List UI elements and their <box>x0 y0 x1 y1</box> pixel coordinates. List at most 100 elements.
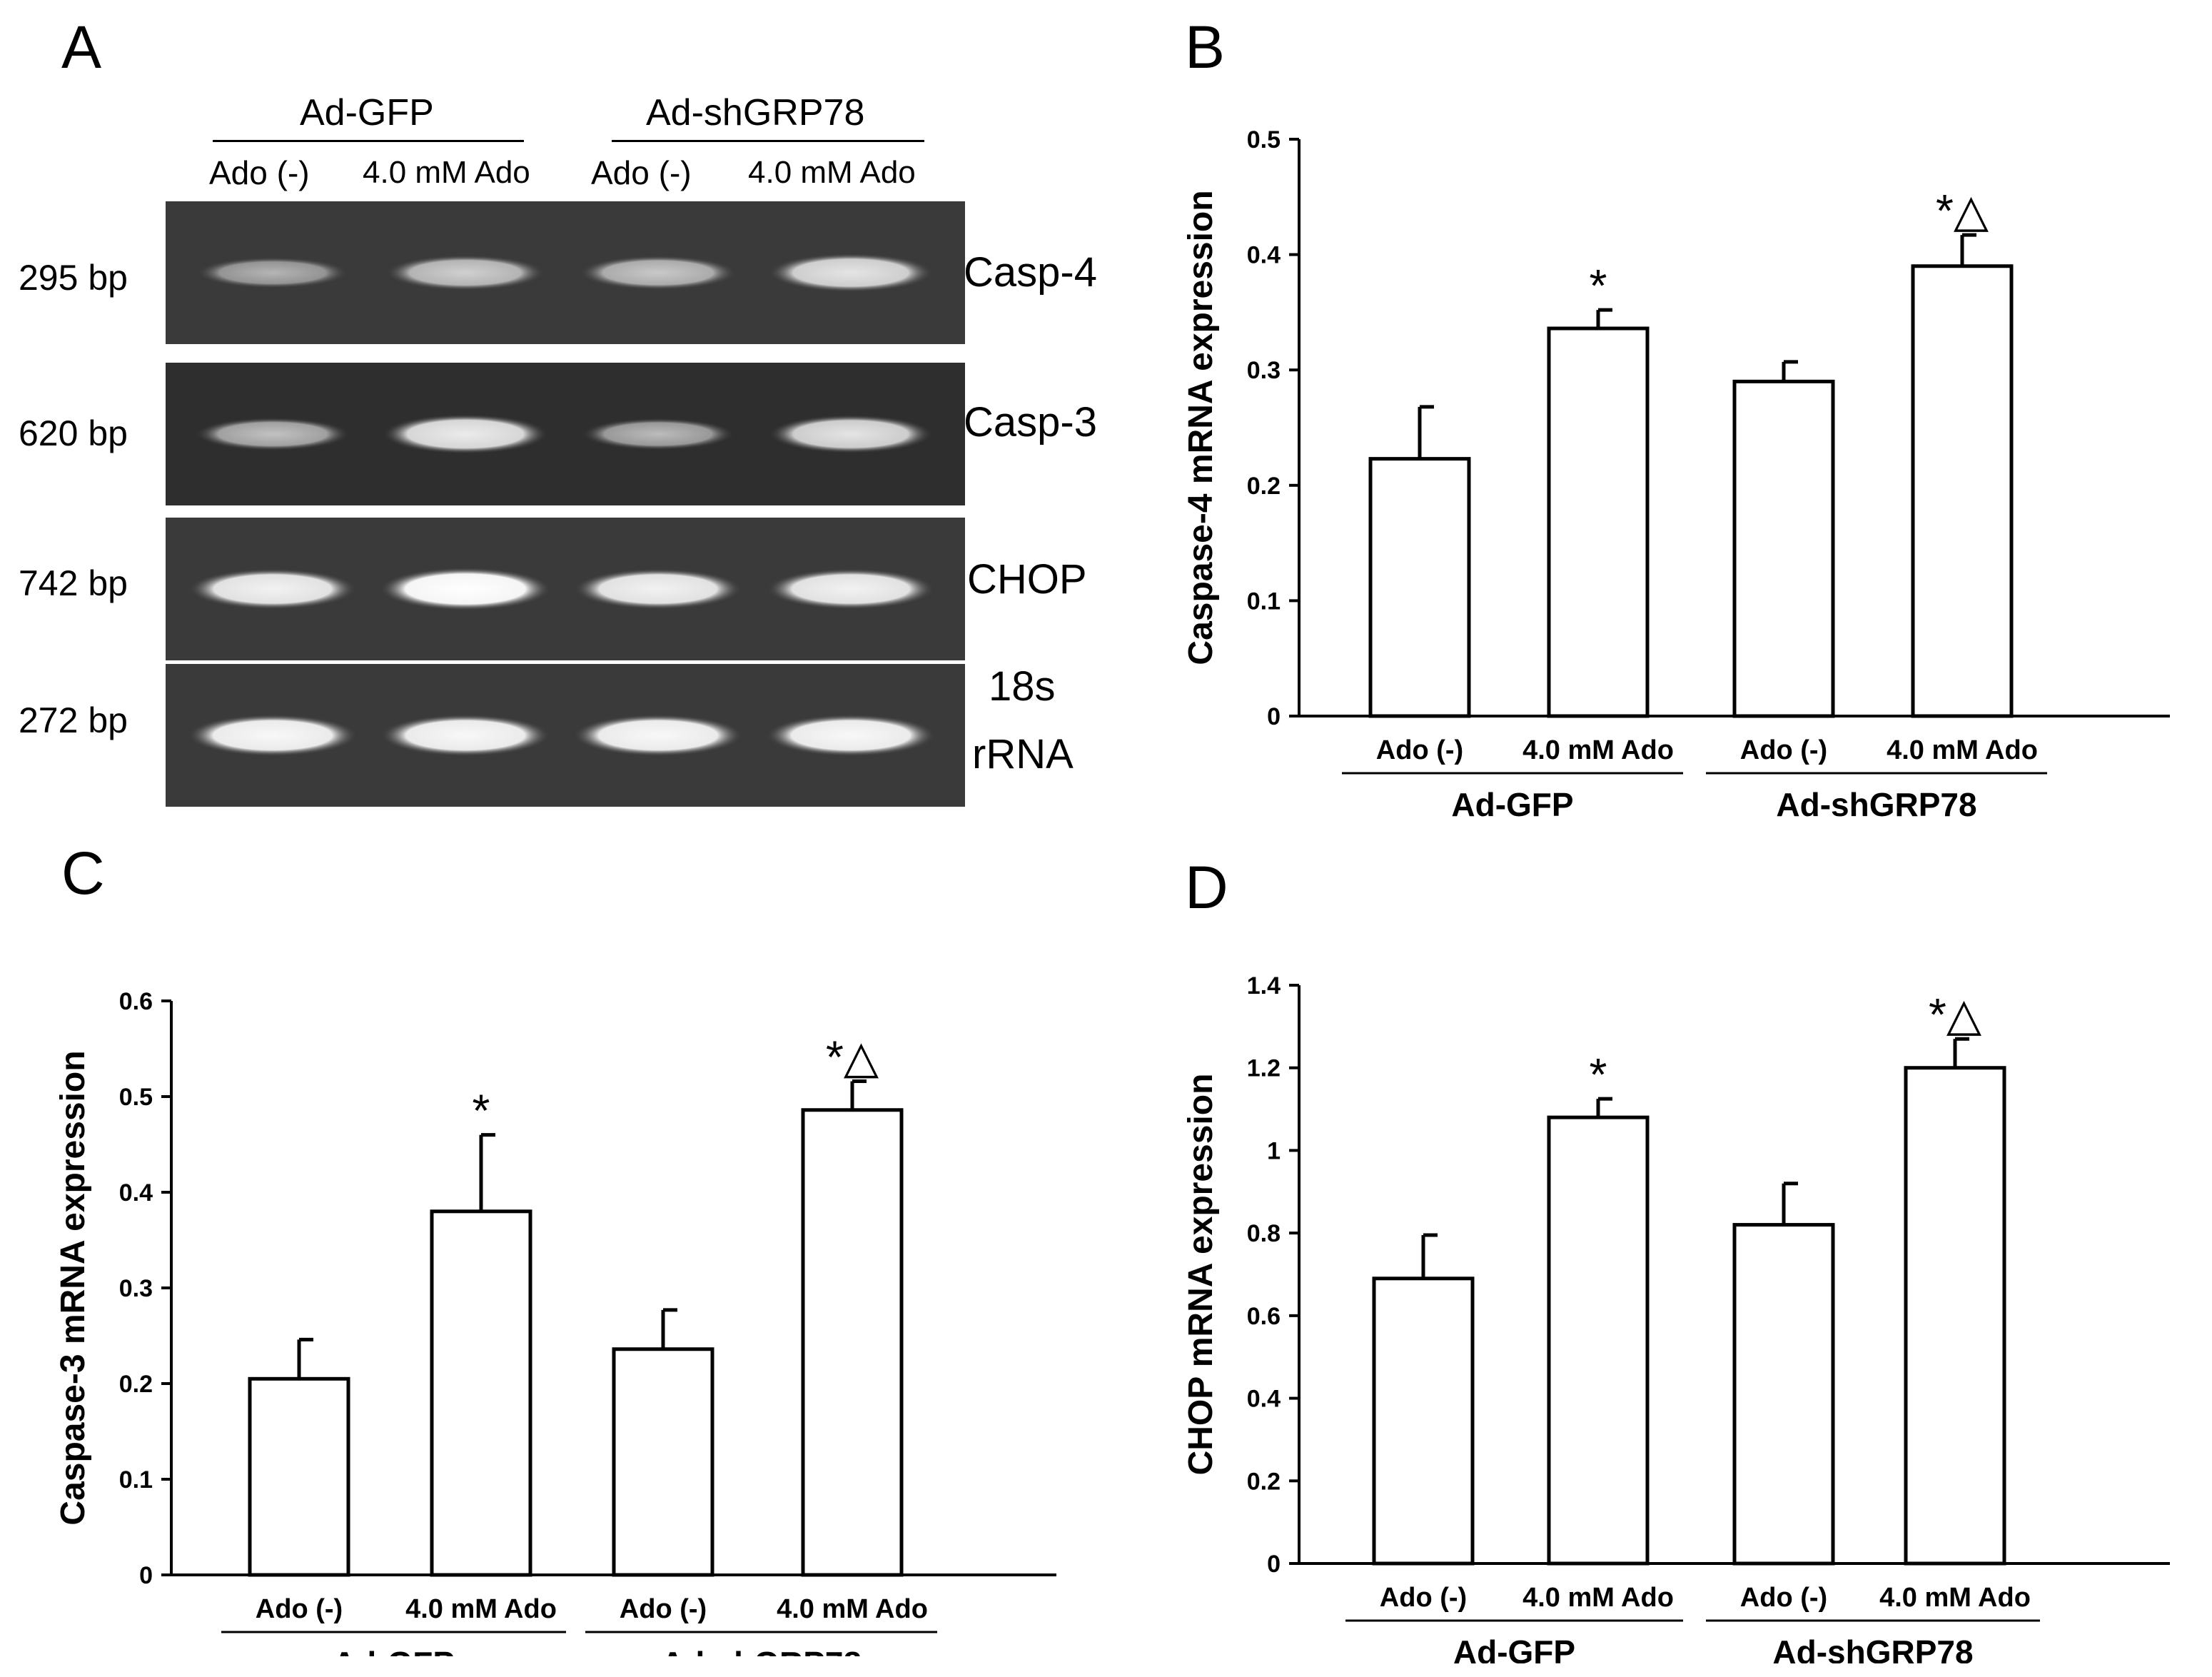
gel-band-lane-2 <box>385 255 545 291</box>
bar <box>1904 1066 2006 1566</box>
bar <box>1732 1223 1835 1566</box>
gel-lane-label-3: Ado (-) <box>591 154 692 191</box>
bar <box>1547 1115 1650 1566</box>
gel-bp-casp-3: 620 bp <box>19 413 128 453</box>
significance-label: *△ <box>1929 989 1982 1040</box>
gel-band-lane-2 <box>382 414 549 454</box>
gel-name-18s: 18s <box>989 663 1056 710</box>
y-tick-label: 0.2 <box>119 1371 153 1398</box>
x-category-label: Ado (-) <box>1376 735 1463 765</box>
bar <box>1547 326 1650 718</box>
bar <box>1732 379 1835 718</box>
x-category-label: 4.0 mM Ado <box>1879 1583 2031 1613</box>
significance-label: *△ <box>826 1032 879 1083</box>
y-tick-label: 0.5 <box>119 1084 153 1111</box>
y-tick-label: 0.4 <box>119 1179 153 1207</box>
bar <box>248 1376 350 1577</box>
gel-name-casp-4: Casp-4 <box>964 249 1097 296</box>
bar <box>801 1108 904 1577</box>
y-tick-label: 0.3 <box>1247 357 1281 384</box>
gel-group-underline-ad-gfp <box>213 140 524 142</box>
y-tick-label: 0.5 <box>1247 126 1281 153</box>
y-tick-label: 1 <box>1267 1137 1281 1164</box>
x-group-label: Ad-shGRP78 <box>1772 1633 1973 1663</box>
x-category-label: 4.0 mM Ado <box>1522 735 1674 765</box>
y-tick-label: 0.6 <box>119 988 153 1015</box>
gel-strip-chop <box>166 518 965 660</box>
y-tick-label: 1.2 <box>1247 1055 1281 1082</box>
bar <box>1372 1276 1475 1566</box>
x-group-label: Ad-GFP <box>333 1645 455 1656</box>
y-tick-label: 1.4 <box>1247 972 1281 999</box>
y-tick-label: 0.3 <box>119 1275 153 1302</box>
x-group-label: Ad-shGRP78 <box>1776 786 1976 823</box>
bar <box>1911 264 2014 718</box>
bar <box>1368 457 1471 718</box>
gel-group-ad-gfp: Ad-GFP <box>300 92 434 134</box>
significance-label: * <box>1590 260 1607 311</box>
significance-label: * <box>473 1085 490 1137</box>
gel-band-lane-4 <box>766 714 936 757</box>
gel-band-lane-1 <box>188 568 357 610</box>
y-tick-label: 0 <box>1267 703 1281 730</box>
gel-group-underline-ad-shgrp78 <box>612 140 924 142</box>
gel-name-casp-3: Casp-3 <box>964 399 1097 445</box>
x-category-label: 4.0 mM Ado <box>1887 735 2038 765</box>
gel-strip-casp-3 <box>166 363 965 505</box>
gel-band-lane-4 <box>767 568 935 610</box>
y-tick-label: 0.1 <box>119 1466 153 1494</box>
gel-band-lane-2 <box>380 568 551 610</box>
gel-name-rrna: rRNA <box>972 731 1074 777</box>
y-tick-label: 0.1 <box>1247 588 1281 615</box>
x-category-label: 4.0 mM Ado <box>1522 1583 1674 1613</box>
gel-strip-casp-4 <box>166 201 965 344</box>
x-group-label: Ad-shGRP78 <box>661 1645 862 1656</box>
bar <box>430 1209 532 1577</box>
x-category-label: 4.0 mM Ado <box>405 1594 557 1624</box>
gel-band-lane-3 <box>580 256 737 290</box>
y-tick-label: 0.6 <box>1247 1303 1281 1330</box>
y-tick-label: 0 <box>139 1562 153 1589</box>
gel-strip-18s-rrna <box>166 664 965 807</box>
y-tick-label: 0.4 <box>1247 242 1281 269</box>
x-category-label: Ado (-) <box>1740 1583 1827 1613</box>
gel-band-lane-3 <box>573 714 743 757</box>
x-category-label: Ado (-) <box>620 1594 707 1624</box>
x-category-label: Ado (-) <box>256 1594 343 1624</box>
bar <box>612 1347 714 1577</box>
y-axis-label: Caspase-3 mRNA expression <box>54 1050 92 1525</box>
y-tick-label: 0.4 <box>1247 1386 1281 1413</box>
chart-c-caspase-3: Caspase-3 mRNA expression 0 0.1 0.2 0.3 0.4 0.… <box>54 988 1056 1656</box>
gel-lane-label-4: 4.0 mM Ado <box>748 155 916 190</box>
y-tick-label: 0 <box>1267 1551 1281 1578</box>
gel-lane-label-1: Ado (-) <box>209 154 310 191</box>
gel-name-chop: CHOP <box>967 556 1087 603</box>
gel-band-lane-4 <box>769 415 933 453</box>
gel-band-lane-1 <box>196 257 349 288</box>
gel-band-lane-1 <box>195 417 350 451</box>
x-category-label: 4.0 mM Ado <box>777 1594 928 1624</box>
x-category-label: Ado (-) <box>1740 735 1827 765</box>
panel-label-a: A <box>61 14 102 81</box>
significance-label: *△ <box>1936 185 1989 236</box>
panel-label-d: D <box>1185 854 1228 921</box>
gel-lane-label-2: 4.0 mM Ado <box>363 155 530 190</box>
y-tick-label: 0.8 <box>1247 1220 1281 1247</box>
gel-bp-18s-rrna: 272 bp <box>19 700 128 740</box>
y-tick-label: 0.2 <box>1247 1468 1281 1495</box>
panel-label-c: C <box>61 840 105 907</box>
gel-bp-chop: 742 bp <box>19 563 128 603</box>
chart-b-caspase-4: Caspase-4 mRNA expression 0 0.1 0.2 0.3 0.4 0.… <box>1182 126 2170 823</box>
gel-group-ad-shgrp78: Ad-shGRP78 <box>646 92 865 134</box>
gel-band-lane-1 <box>188 714 358 757</box>
chart-d-chop: CHOP mRNA expression 0 0.2 0.4 0.6 0.8 1 1.2 1.4… <box>1182 972 2170 1663</box>
gel-band-lane-4 <box>769 253 933 292</box>
gel-band-lane-3 <box>581 418 735 450</box>
gel-bp-casp-4: 295 bp <box>19 258 128 298</box>
gel-band-lane-2 <box>380 714 550 757</box>
panel-label-b: B <box>1185 14 1226 81</box>
gel-band-lane-3 <box>574 568 742 610</box>
x-group-label: Ad-GFP <box>1451 786 1573 823</box>
significance-label: * <box>1590 1049 1607 1100</box>
x-group-label: Ad-GFP <box>1453 1633 1575 1663</box>
